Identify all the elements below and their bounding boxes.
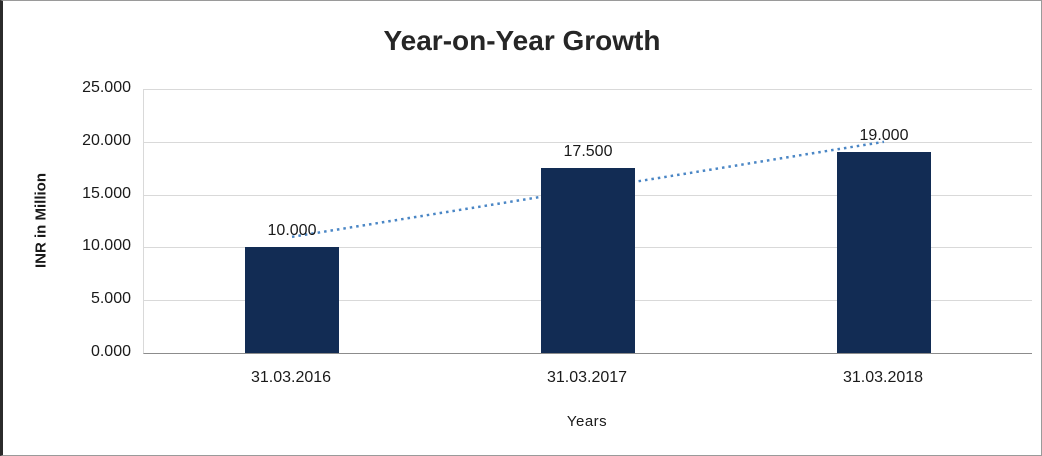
y-axis-tick-label: 0.000	[90, 343, 131, 360]
chart-title: Year-on-Year Growth	[383, 25, 661, 56]
y-axis-tick-label: 20.000	[82, 131, 131, 149]
bar-value-label: 10.000	[267, 222, 317, 240]
y-axis-tick-label: 15.000	[82, 184, 131, 202]
y-axis-tick-label: 5.000	[90, 290, 131, 308]
bar-31.03.2018	[837, 152, 931, 353]
x-axis-tick-label: 31.03.2016	[250, 369, 332, 386]
bar-value-label: 19.000	[859, 127, 909, 145]
x-axis-tick-label: 31.03.2017	[546, 369, 628, 386]
plot-area: 10.000 17.500 19.000	[143, 89, 1032, 354]
gridline	[144, 141, 1032, 143]
bar-value-label: 17.500	[563, 143, 613, 161]
bar-31.03.2017	[541, 168, 635, 353]
x-axis-tick-label: 31.03.2018	[842, 369, 924, 386]
y-axis-tick-label: 25.000	[82, 79, 131, 96]
y-axis-title: INR in Million	[32, 173, 50, 268]
gridline	[144, 89, 1032, 90]
x-axis-title: Years	[566, 413, 608, 430]
y-axis-tick-label: 10.000	[82, 237, 131, 255]
bar-31.03.2016	[245, 247, 339, 353]
